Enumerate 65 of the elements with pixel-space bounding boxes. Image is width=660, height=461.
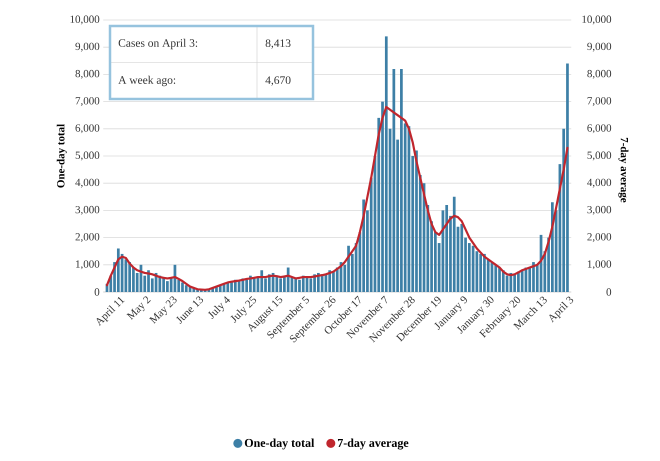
y2-tick-label: 10,000 (582, 16, 612, 24)
bar (332, 272, 335, 292)
y-tick-label: 4,000 (75, 178, 100, 188)
bar (309, 278, 312, 292)
bar (384, 36, 388, 292)
bar (483, 254, 486, 292)
bar (140, 264, 142, 292)
bar (347, 246, 350, 292)
y-tick-label: 5,000 (76, 152, 100, 160)
annotation: 8,413 (266, 39, 291, 49)
bar (472, 246, 474, 292)
bar (306, 277, 308, 292)
x-tick-label: June 13 (176, 296, 204, 324)
y2-tick-label: 4,000 (587, 178, 612, 188)
y-tick-label: 3,000 (76, 206, 100, 215)
bar (524, 268, 528, 292)
x-tick-label: July 25 (230, 296, 256, 323)
bar (340, 262, 342, 292)
bar (490, 262, 494, 292)
bar (184, 285, 188, 292)
bar (400, 68, 403, 292)
y-axis-title: One-day total (56, 124, 67, 188)
y2-tick-label: 3,000 (587, 206, 612, 215)
bar (238, 281, 240, 292)
bar (408, 126, 410, 292)
bar (324, 274, 328, 292)
y-tick-label: 1,000 (76, 260, 100, 270)
y2-tick-label: 7,000 (588, 97, 612, 106)
bar (498, 268, 501, 292)
bar (166, 281, 169, 292)
bar (275, 277, 278, 292)
y-tick-label: 7,000 (76, 97, 100, 106)
bar (298, 280, 301, 292)
y-tick-label: 0 (94, 288, 100, 296)
annotation: A week ago: (118, 76, 176, 86)
y-tick-label: 6,000 (76, 124, 100, 134)
y2-axis-title: 7-day average (618, 138, 628, 202)
x-tick-label: July 4 (208, 296, 230, 320)
y-tick-label: 10,000 (70, 16, 100, 24)
bar (415, 150, 418, 292)
y2-tick-label: 8,000 (587, 70, 612, 79)
bar (566, 64, 569, 292)
y2-tick-label: 2,000 (587, 233, 612, 242)
y2-tick-label: 9,000 (587, 42, 612, 52)
bar (540, 234, 542, 292)
y2-tick-label: 5,000 (588, 152, 612, 160)
y2-tick-label: 6,000 (587, 124, 612, 134)
bar (517, 272, 520, 292)
bar (181, 282, 184, 292)
y2-tick-label: 1,000 (588, 260, 612, 270)
bar (532, 262, 535, 292)
legend-label: One-day total (244, 438, 314, 450)
bar (174, 264, 176, 292)
y-tick-label: 2,000 (76, 233, 100, 242)
bar (460, 224, 464, 292)
legend-label: 7-day average (338, 438, 408, 450)
annotation: Cases on April 3: (118, 38, 198, 50)
annotation: 4,670 (265, 76, 291, 86)
y-tick-label: 8,000 (75, 70, 100, 79)
y-tick-label: 9,000 (75, 42, 100, 52)
x-tick-label: May 2 (126, 296, 151, 320)
bar (479, 254, 482, 292)
bar (279, 278, 282, 292)
y2-tick-label: 0 (606, 288, 612, 296)
bar (392, 68, 396, 292)
